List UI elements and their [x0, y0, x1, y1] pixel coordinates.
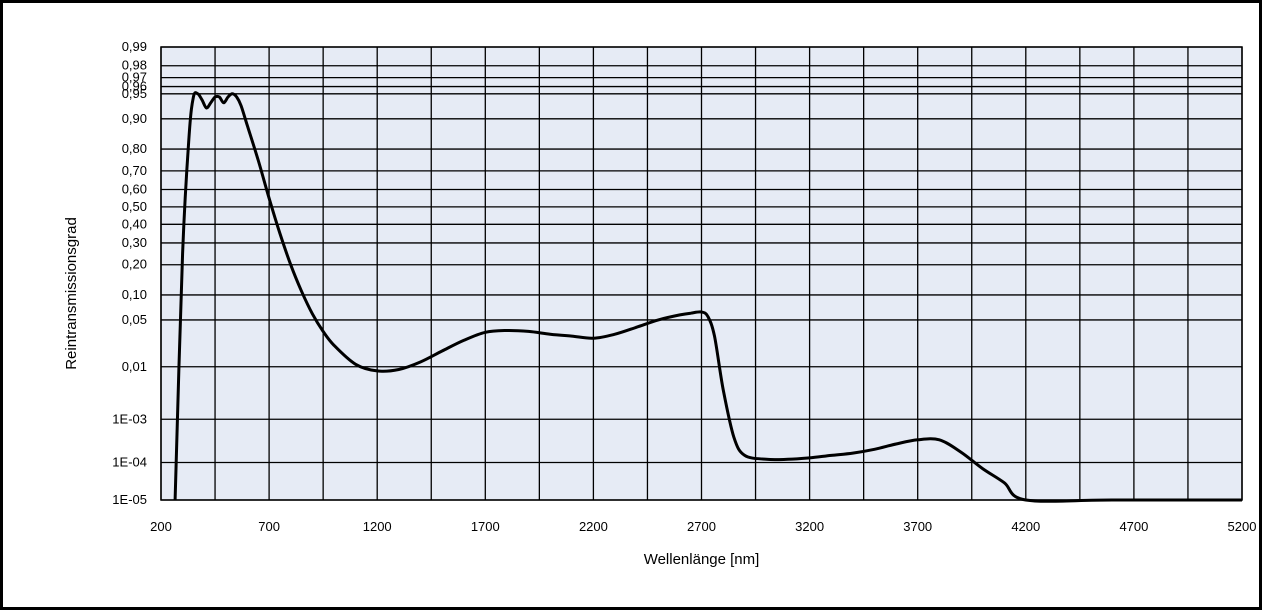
series-line — [173, 91, 1243, 503]
grid — [160, 46, 1243, 501]
transmission-chart: 200 700 1200 1700 2200 2700 3200 3700 4200 4700 52… — [63, 39, 1256, 568]
y-tick-label: 0,70 — [122, 163, 147, 178]
x-tick-label: 2700 — [687, 519, 716, 534]
y-tick-label: 0,99 — [122, 39, 147, 54]
x-tick-label: 4700 — [1119, 519, 1148, 534]
y-axis-title: Reintransmissionsgrad — [63, 217, 80, 370]
y-tick-label: 0,98 — [122, 58, 147, 73]
y-tick-labels: 0,99 0,980,970,960,95 0,90 0,80 0,70 0,60 0,50… — [112, 39, 147, 507]
y-tick-label: 0,90 — [122, 111, 147, 126]
y-tick-label: 0,80 — [122, 141, 147, 156]
y-tick-label: 0,05 — [122, 312, 147, 327]
y-tick-label: 1E-03 — [112, 411, 147, 426]
y-tick-label: 0,20 — [122, 257, 147, 272]
y-tick-label: 0,97 — [122, 70, 147, 85]
x-tick-label: 2200 — [579, 519, 608, 534]
x-tick-label: 3200 — [795, 519, 824, 534]
y-tick-label: 0,30 — [122, 235, 147, 250]
x-tick-label: 4200 — [1011, 519, 1040, 534]
x-tick-label: 5200 — [1228, 519, 1257, 534]
y-tick-label: 1E-04 — [112, 454, 147, 469]
plot-border — [160, 46, 1243, 501]
y-tick-label: 0,10 — [122, 287, 147, 302]
y-tick-label: 0,40 — [122, 216, 147, 231]
y-tick-label: 0,60 — [122, 181, 147, 196]
y-tick-label: 0,96 — [122, 79, 147, 94]
y-tick-label: 0,50 — [122, 199, 147, 214]
y-tick-label: 0,95 — [122, 86, 147, 101]
x-tick-label: 1200 — [363, 519, 392, 534]
x-axis-title: Wellenlänge [nm] — [644, 551, 760, 568]
x-tick-label: 200 — [150, 519, 172, 534]
y-tick-label: 1E-05 — [112, 492, 147, 507]
x-tick-label: 1700 — [471, 519, 500, 534]
x-tick-labels: 200 700 1200 1700 2200 2700 3200 3700 4200 4700 52… — [150, 519, 1256, 534]
series-layer — [173, 91, 1243, 503]
x-tick-label: 700 — [258, 519, 280, 534]
y-tick-label: 0,01 — [122, 359, 147, 374]
x-tick-label: 3700 — [903, 519, 932, 534]
